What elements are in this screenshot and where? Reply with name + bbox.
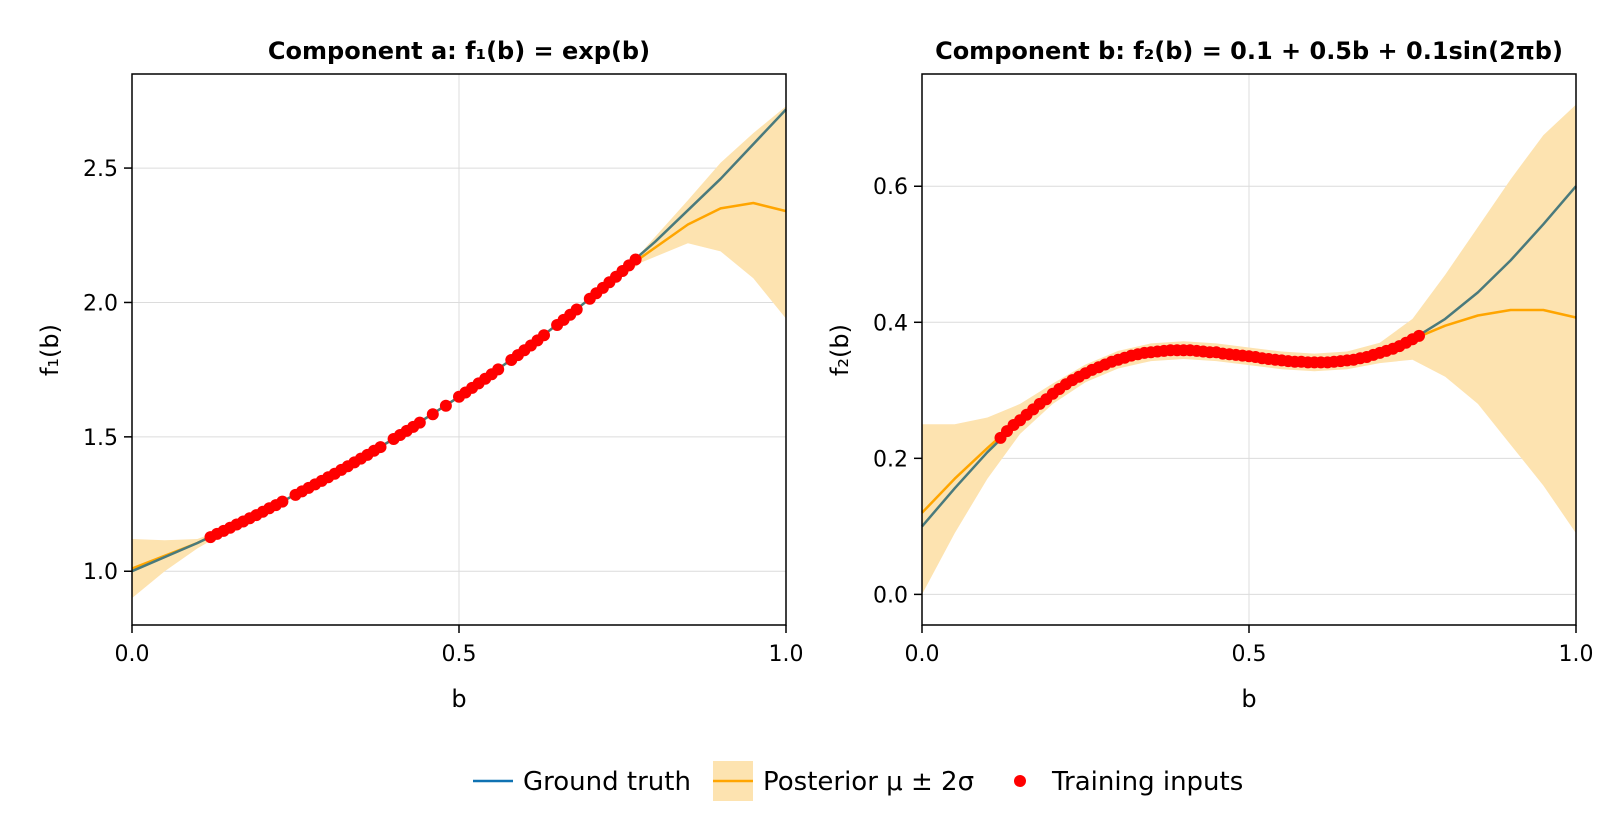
training-point-a-11 [276,495,289,508]
legend: Ground truth Posterior μ ± 2σ Training i… [473,761,1243,801]
legend-ground-truth-label: Ground truth [523,767,691,797]
y-axis-label-a: f₁(b) [36,324,64,376]
legend-training-label: Training inputs [1051,767,1243,797]
x-axis-label-b: b [1241,685,1256,713]
y-ticks-a: 1.0 1.5 2.0 2.5 [83,157,132,585]
training-points-a [204,253,642,544]
x-tick-label-b-1: 0.5 [1232,642,1267,667]
x-tick-label-a-2: 1.0 [769,642,804,667]
y-tick-label-a-0: 1.0 [83,560,118,585]
chart-title-b: Component b: f₂(b) = 0.1 + 0.5b + 0.1sin… [935,37,1563,65]
grid-a [131,74,787,625]
training-points-b [994,329,1425,444]
y-ticks-b: 0.0 0.2 0.4 0.6 [873,175,922,608]
training-point-b-64 [1413,329,1425,342]
posterior-band-b [922,104,1576,595]
training-point-a-31 [426,408,439,421]
training-point-a-45 [538,329,550,342]
y-tick-label-b-3: 0.6 [873,175,908,200]
y-tick-label-a-3: 2.5 [83,157,118,182]
legend-posterior-label: Posterior μ ± 2σ [763,767,974,797]
y-tick-label-a-2: 2.0 [83,291,118,316]
y-axis-label-b: f₂(b) [826,324,854,376]
x-tick-label-b-0: 0.0 [905,642,940,667]
y-tick-label-a-1: 1.5 [83,426,118,451]
posterior-band-area-b [922,104,1576,595]
x-tick-label-a-1: 0.5 [442,642,477,667]
chart-title-a: Component a: f₁(b) = exp(b) [268,37,650,65]
legend-training-swatch [1014,775,1026,787]
x-ticks-b: 0.0 0.5 1.0 [905,625,1594,667]
x-axis-label-a: b [451,685,466,713]
panel-component-b: Component b: f₂(b) = 0.1 + 0.5b + 0.1sin… [826,37,1594,713]
training-point-a-32 [439,399,452,412]
panel-component-a: Component a: f₁(b) = exp(b) 0.0 0.5 1.0 1.… [36,37,804,713]
training-point-a-39 [492,363,505,376]
training-point-a-57 [629,253,642,266]
training-point-a-30 [413,416,426,429]
x-tick-label-a-0: 0.0 [115,642,150,667]
y-tick-label-b-0: 0.0 [873,583,908,608]
y-tick-label-b-2: 0.4 [873,311,908,336]
x-tick-label-b-2: 1.0 [1559,642,1594,667]
training-point-a-49 [570,303,583,316]
training-point-a-25 [374,441,387,454]
y-tick-label-b-1: 0.2 [873,447,908,472]
x-ticks-a: 0.0 0.5 1.0 [115,625,804,667]
